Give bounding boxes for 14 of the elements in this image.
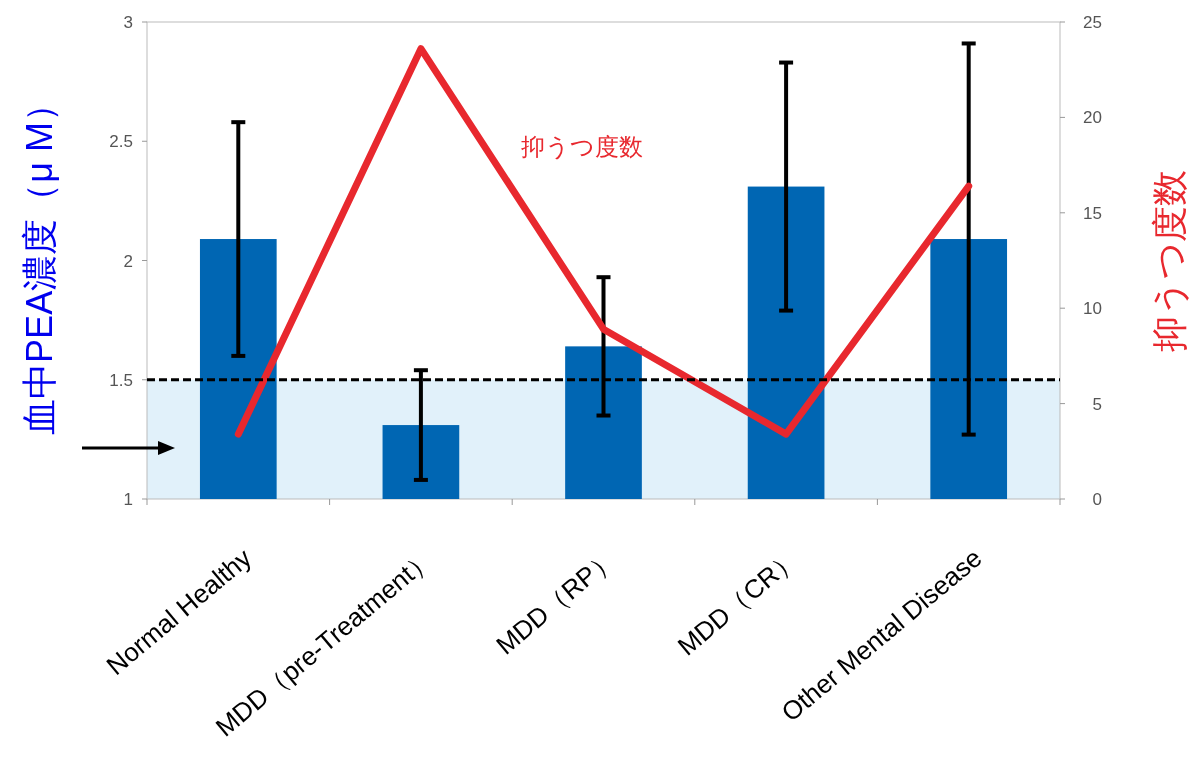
y-tick-label: 2.5 <box>109 132 133 152</box>
y-tick-label: 1.5 <box>109 370 133 390</box>
y-tick-label: 2 <box>123 251 133 271</box>
y2-tick-label: 20 <box>1083 108 1102 128</box>
series-label: 抑うつ度数 <box>521 132 644 160</box>
y-axis-title: 血中PEA濃度（μ M） <box>19 86 60 435</box>
y-tick-label: 1 <box>123 490 133 509</box>
y2-tick-label: 5 <box>1092 394 1102 414</box>
y-tick-label: 3 <box>123 13 133 32</box>
y2-tick-label: 25 <box>1083 13 1102 32</box>
y2-tick-label: 0 <box>1092 490 1102 509</box>
y2-tick-label: 10 <box>1083 299 1102 319</box>
y2-tick-label: 15 <box>1083 203 1102 223</box>
y2-axis-title: 抑うつ度数 <box>1149 169 1190 352</box>
